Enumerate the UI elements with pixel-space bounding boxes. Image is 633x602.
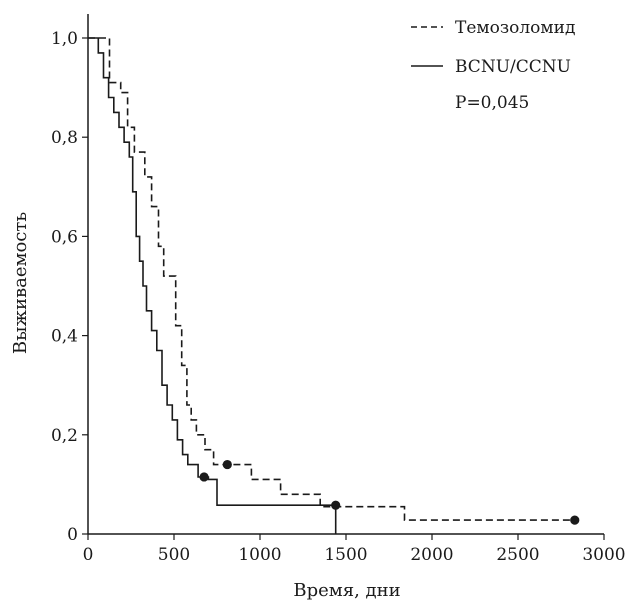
x-tick-label: 0 bbox=[83, 545, 94, 565]
y-tick-label: 1,0 bbox=[51, 29, 78, 49]
legend-label-temozolomide: Темозоломид bbox=[455, 18, 575, 38]
censor-marker bbox=[199, 472, 209, 482]
censor-marker bbox=[331, 500, 341, 510]
y-tick-label: 0,2 bbox=[51, 426, 78, 446]
x-axis-title: Время, дни bbox=[293, 580, 400, 601]
y-axis-title: Выживаемость bbox=[10, 212, 31, 355]
x-tick-label: 3000 bbox=[582, 545, 625, 565]
censor-marker bbox=[222, 459, 232, 470]
p-value-annotation: P=0,045 bbox=[455, 93, 529, 113]
x-tick-label: 2000 bbox=[410, 545, 453, 565]
legend: Темозоломид BCNU/CCNU P=0,045 bbox=[411, 18, 575, 113]
series-line-temozolomide bbox=[88, 37, 575, 521]
legend-label-bcnu-ccnu: BCNU/CCNU bbox=[455, 57, 571, 77]
axes bbox=[87, 14, 604, 535]
y-tick-label: 0 bbox=[67, 525, 78, 545]
ticks: 0 500 1000 1500 2000 2500 3000 0 0,2 0,4 0,6 0,8 1,0 bbox=[51, 29, 626, 565]
censor-markers bbox=[199, 459, 580, 525]
censor-marker bbox=[570, 515, 580, 525]
x-tick-label: 1000 bbox=[238, 545, 281, 565]
x-tick-label: 2500 bbox=[496, 545, 539, 565]
x-tick-label: 500 bbox=[158, 545, 190, 565]
x-tick-label: 1500 bbox=[324, 545, 367, 565]
y-tick-label: 0,8 bbox=[51, 128, 78, 148]
series-line-bcnu-ccnu bbox=[88, 37, 337, 534]
series-layer bbox=[88, 37, 575, 534]
y-tick-label: 0,4 bbox=[51, 327, 78, 347]
y-tick-label: 0,6 bbox=[51, 227, 78, 247]
